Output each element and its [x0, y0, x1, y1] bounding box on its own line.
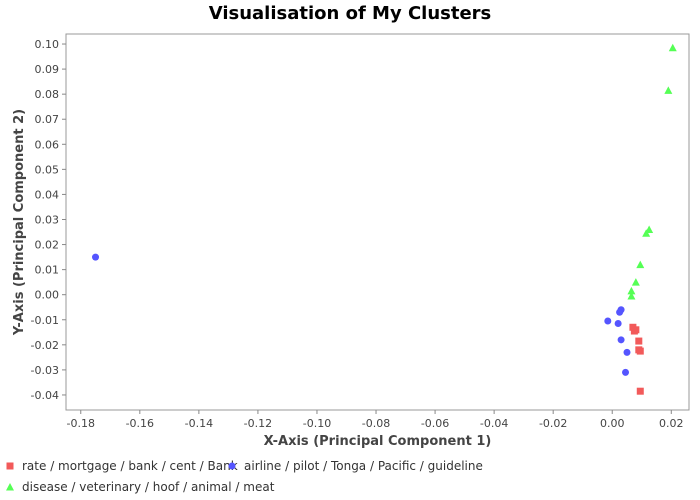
x-tick-label: -0.12 — [244, 417, 272, 430]
x-tick-label: -0.08 — [362, 417, 390, 430]
x-tick-label: -0.14 — [185, 417, 213, 430]
legend-item: disease / veterinary / hoof / animal / m… — [4, 480, 274, 494]
y-tick-label: 0.02 — [35, 239, 60, 252]
y-tick-label: -0.04 — [31, 389, 59, 402]
y-tick-label: 0.09 — [35, 63, 60, 76]
data-point-triangle — [664, 86, 673, 94]
y-tick-label: -0.01 — [31, 314, 59, 327]
x-tick-label: -0.16 — [126, 417, 154, 430]
data-point-circle — [92, 253, 100, 261]
data-point-triangle — [668, 43, 677, 52]
x-tick-label: -0.04 — [480, 417, 508, 430]
legend-label: rate / mortgage / bank / cent / Bank — [22, 459, 238, 473]
series-1 — [629, 323, 644, 395]
x-axis-label: X-Axis (Principal Component 1) — [264, 434, 492, 449]
y-axis-label: Y-Axis (Principal Component 2) — [12, 109, 27, 336]
data-point-circle — [622, 368, 630, 376]
data-point-circle — [604, 317, 612, 325]
legend-swatch-triangle-icon — [4, 481, 16, 493]
x-tick-label: 0.00 — [600, 417, 625, 430]
plot-area — [65, 33, 690, 411]
data-point-triangle — [642, 229, 651, 237]
data-point-square — [636, 387, 644, 395]
x-tick-label: 0.02 — [659, 417, 684, 430]
y-tick-label: 0.07 — [35, 113, 60, 126]
data-point-square — [635, 337, 643, 345]
legend-swatch-circle-icon — [226, 460, 238, 472]
legend-item: airline / pilot / Tonga / Pacific / guid… — [226, 459, 483, 473]
data-point-circle — [617, 336, 625, 344]
y-tick-label: 0.08 — [35, 88, 60, 101]
y-tick-label: 0.00 — [35, 289, 60, 302]
data-point-square — [636, 347, 644, 355]
data-point-square — [630, 327, 638, 335]
x-tick-label: -0.06 — [421, 417, 449, 430]
y-tick-label: 0.04 — [35, 188, 60, 201]
y-tick-label: 0.10 — [35, 38, 60, 51]
data-point-circle — [616, 308, 624, 316]
legend-label: airline / pilot / Tonga / Pacific / guid… — [244, 459, 483, 473]
y-tick-label: 0.05 — [35, 163, 60, 176]
x-tick-label: -0.02 — [539, 417, 567, 430]
series-3 — [627, 43, 677, 300]
data-point-triangle — [631, 278, 640, 286]
y-tick-label: -0.03 — [31, 364, 59, 377]
data-point-triangle — [627, 286, 636, 295]
chart-title: Visualisation of My Clusters — [208, 3, 492, 24]
legend-label: disease / veterinary / hoof / animal / m… — [22, 480, 275, 494]
y-tick-label: 0.01 — [35, 264, 60, 277]
data-point-triangle — [627, 291, 636, 300]
series-2 — [92, 253, 631, 376]
x-tick-label: -0.10 — [303, 417, 331, 430]
data-point-circle — [614, 320, 622, 328]
y-tick-label: 0.06 — [35, 138, 60, 151]
x-tick-label: -0.18 — [67, 417, 95, 430]
data-point-triangle — [636, 260, 645, 269]
legend-swatch-square-icon — [4, 460, 16, 472]
legend-item: rate / mortgage / bank / cent / Bank — [4, 459, 238, 473]
data-point-circle — [623, 348, 631, 356]
y-tick-label: -0.02 — [31, 339, 59, 352]
y-tick-label: 0.03 — [35, 213, 60, 226]
